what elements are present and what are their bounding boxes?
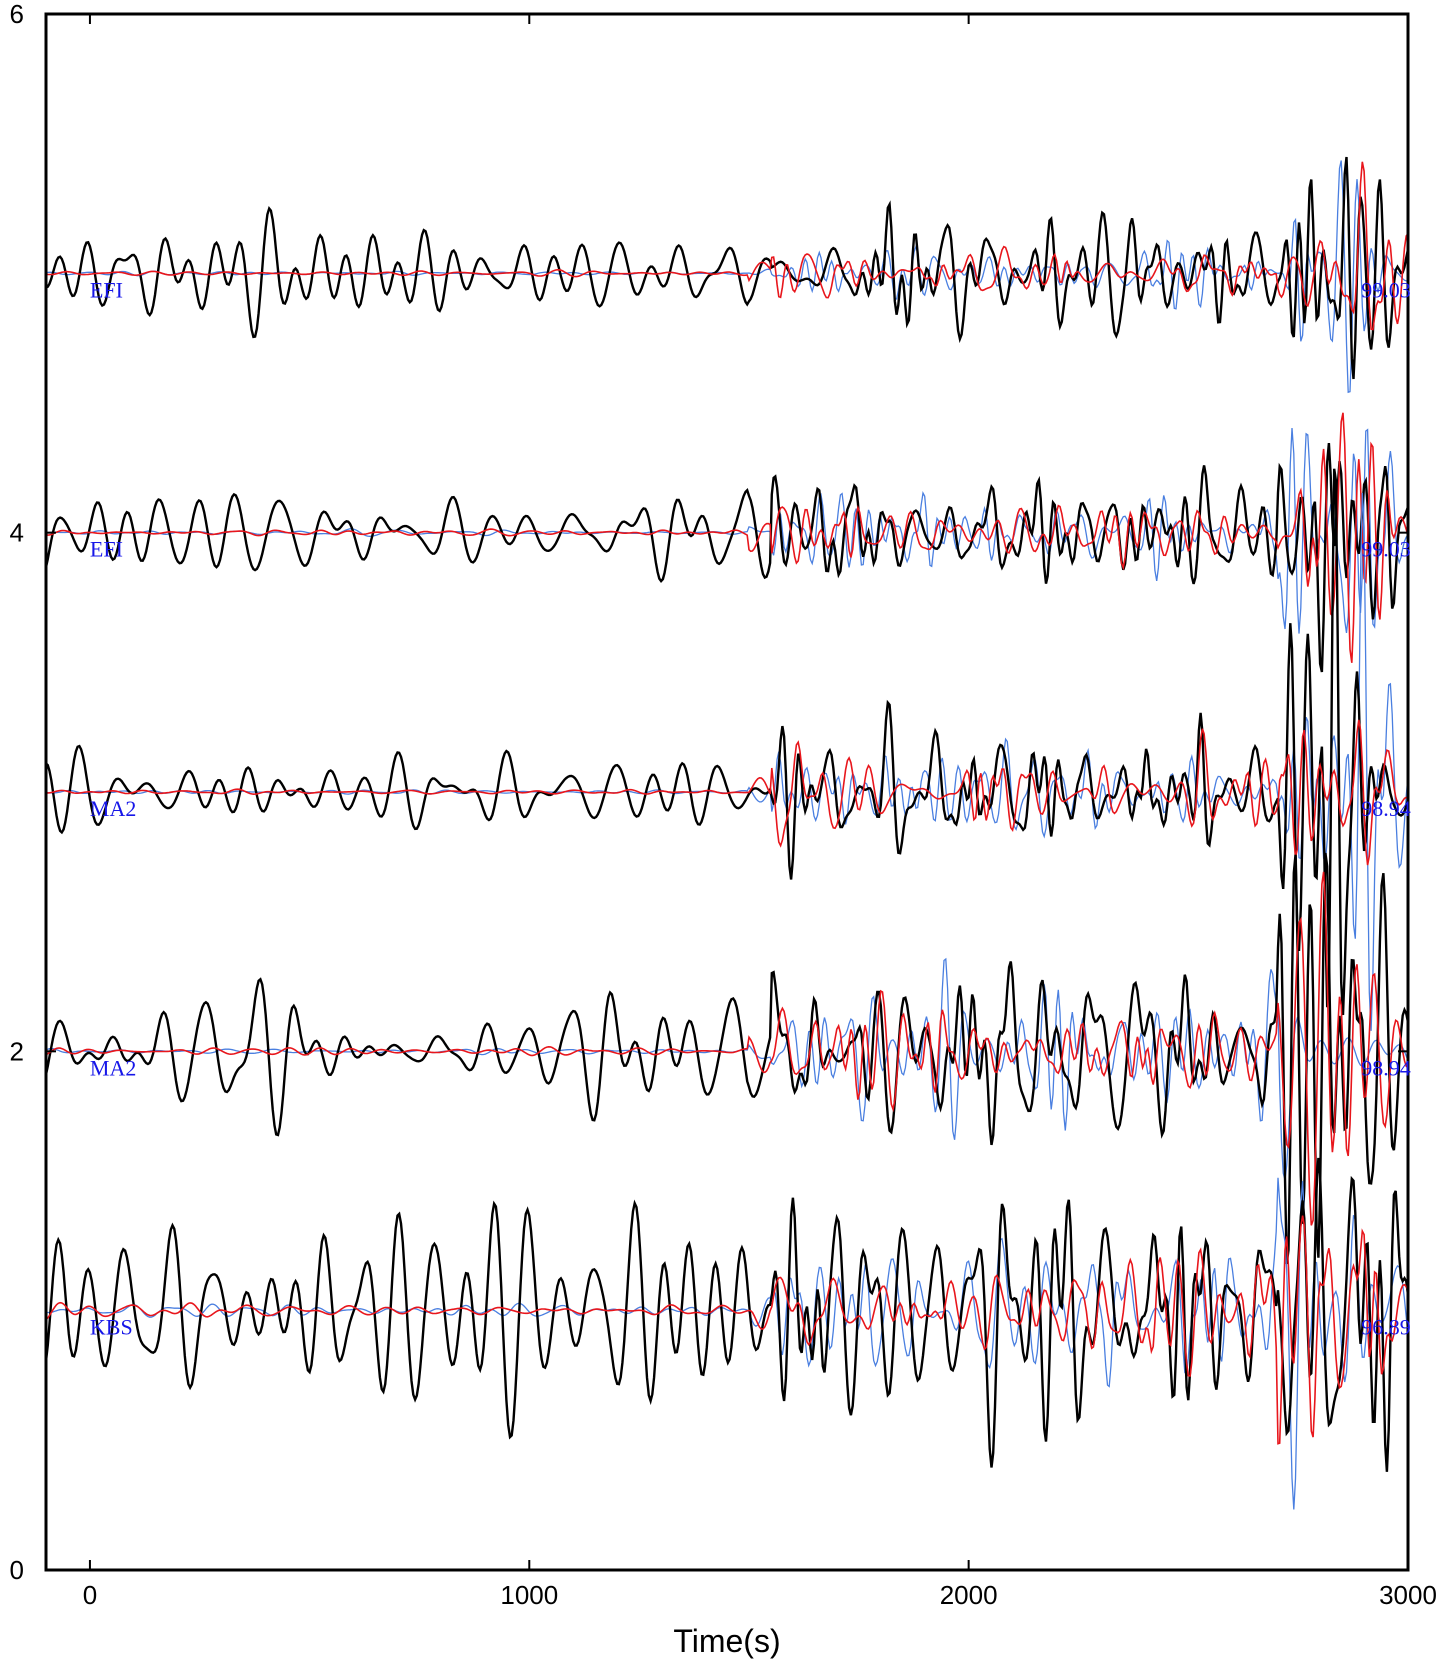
trace-synthetic <box>46 871 1408 1226</box>
trace-observed <box>46 852 1408 1265</box>
trace-synthetic <box>46 161 1408 331</box>
station-label: EFI <box>90 537 123 562</box>
traces-layer <box>46 156 1408 1510</box>
correlation-label: 98.94 <box>1361 796 1411 821</box>
station-labels: EFI 99.03 EFI 99.03 MA2 98.94 MA2 98.94 KBS 96.89 <box>90 277 1411 1339</box>
trace-observed <box>46 1157 1408 1472</box>
x-tick-label: 2000 <box>940 1580 998 1610</box>
correlation-label: 98.94 <box>1361 1055 1411 1080</box>
trace-secondary-synthetic <box>46 957 1408 1180</box>
x-tick-label: 3000 <box>1379 1580 1437 1610</box>
correlation-label: 99.03 <box>1361 537 1411 562</box>
station-label: MA2 <box>90 1055 136 1080</box>
station-label: EFI <box>90 277 123 302</box>
plot-frame <box>44 12 1410 1572</box>
y-tick-label: 0 <box>10 1555 24 1585</box>
station-label: KBS <box>90 1315 133 1340</box>
trace-observed <box>46 156 1408 380</box>
x-tick-label: 1000 <box>500 1580 558 1610</box>
trace-secondary-synthetic <box>46 160 1408 394</box>
correlation-label: 96.89 <box>1361 1315 1411 1340</box>
x-axis-label: Time(s) <box>673 1623 780 1659</box>
x-tick-label: 0 <box>83 1580 97 1610</box>
y-tick-label: 4 <box>10 518 24 548</box>
trace-secondary-synthetic <box>46 1177 1408 1510</box>
station-label: MA2 <box>90 796 136 821</box>
y-tick-label: 6 <box>10 0 24 29</box>
trace-observed <box>46 468 1408 1016</box>
axis-ticks: 0 1000 2000 3000 0 2 4 6 <box>10 0 1437 1610</box>
trace-synthetic <box>46 412 1408 663</box>
trace-synthetic <box>46 1215 1408 1445</box>
correlation-label: 99.03 <box>1361 277 1411 302</box>
trace-observed <box>46 442 1408 673</box>
trace-synthetic <box>46 719 1408 866</box>
y-tick-label: 2 <box>10 1036 24 1066</box>
